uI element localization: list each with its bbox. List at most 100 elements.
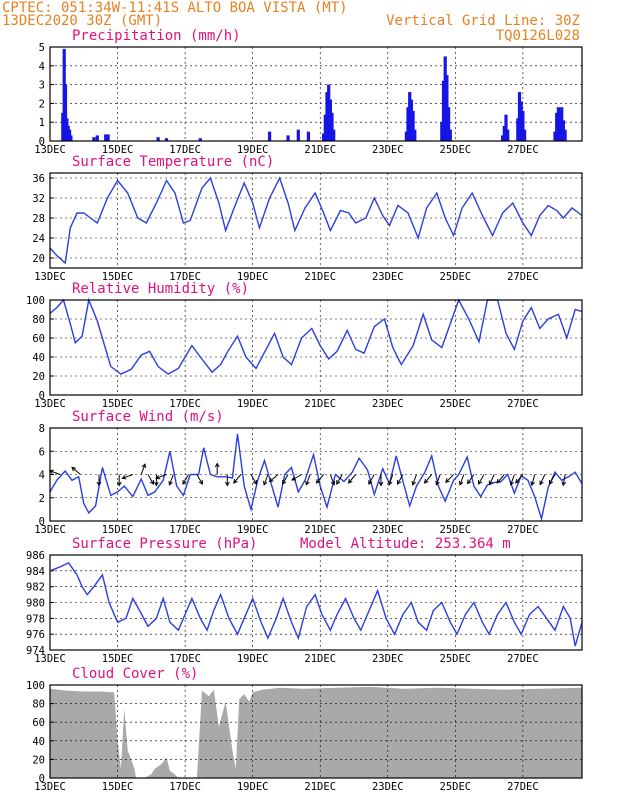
- precip-bar: [322, 133, 326, 141]
- wind-arrow: [48, 469, 61, 475]
- wind-arrow: [368, 474, 375, 485]
- x-tick-label: 21DEC: [304, 524, 336, 536]
- x-tick-label: 17DEC: [169, 524, 201, 536]
- wind-arrow: [155, 474, 167, 480]
- precip-bar: [517, 92, 522, 141]
- x-tick-label: 21DEC: [304, 781, 336, 793]
- x-tick-label: 15DEC: [102, 524, 134, 536]
- y-tick-label: 984: [26, 566, 45, 578]
- wind-arrow: [458, 474, 465, 486]
- wind-arrow: [96, 474, 102, 487]
- precip-bar: [411, 110, 415, 141]
- y-tick-label: 0: [39, 390, 45, 402]
- precip-bar: [268, 131, 272, 141]
- precip-bar: [501, 135, 505, 141]
- x-tick-label: 23DEC: [372, 524, 404, 536]
- rh-frame: [49, 299, 583, 396]
- wind-arrow: [388, 474, 394, 486]
- precip-bar: [519, 101, 523, 141]
- y-tick-label: 40: [32, 736, 45, 748]
- wind-arrow: [509, 474, 515, 486]
- x-tick-label: 15DEC: [102, 144, 134, 156]
- cloud-panel: Cloud Cover (%) 13DEC 15DEC 17DEC 19DEC 21DEC…: [26, 666, 583, 793]
- y-tick-label: 978: [26, 613, 45, 625]
- x-tick-label: 27DEC: [507, 653, 539, 665]
- y-tick-label: 3: [39, 80, 45, 92]
- y-tick-label: 980: [26, 598, 45, 610]
- wind-arrow: [315, 474, 324, 484]
- precip-bar: [325, 92, 329, 141]
- wind-arrow: [147, 474, 155, 485]
- wind-arrow: [168, 474, 174, 486]
- y-tick-label: 6: [39, 446, 45, 458]
- wind-arrow: [182, 474, 189, 485]
- precip-bar: [558, 110, 562, 141]
- y-tick-label: 28: [32, 213, 45, 225]
- y-tick-label: 32: [32, 193, 45, 205]
- wind-arrow: [282, 474, 289, 485]
- wind-arrow: [496, 474, 505, 484]
- run-date: 13DEC2020 30Z (GMT): [2, 13, 162, 29]
- wind-arrow: [548, 474, 556, 485]
- precip-bar: [406, 107, 410, 141]
- wind-panel: Surface Wind (m/s) 13DEC 15DEC 17DEC 19DEC 21…: [34, 409, 583, 536]
- wind-arrow: [291, 474, 302, 481]
- x-tick-label: 19DEC: [237, 144, 269, 156]
- precip-bar: [516, 118, 520, 141]
- precip-bar: [413, 129, 417, 141]
- y-tick-label: 24: [32, 233, 45, 245]
- precip-bar: [408, 92, 412, 141]
- wind-arrow: [488, 474, 495, 486]
- x-tick-label: 15DEC: [102, 653, 134, 665]
- y-tick-label: 80: [32, 314, 45, 326]
- y-tick-label: 60: [32, 333, 45, 345]
- precip-bar: [296, 129, 300, 141]
- y-tick-label: 0: [39, 773, 45, 785]
- y-tick-label: 20: [32, 371, 45, 383]
- precip-bar: [523, 129, 527, 141]
- x-tick-label: 19DEC: [237, 781, 269, 793]
- temp-panel: Surface Temperature (nC) 13DEC 15DEC 17DEC 1…: [32, 154, 583, 283]
- x-tick-label: 15DEC: [102, 781, 134, 793]
- wind-arrow: [268, 474, 279, 483]
- y-tick-label: 100: [26, 295, 45, 307]
- precip-bar: [63, 84, 68, 141]
- y-tick-label: 976: [26, 629, 45, 641]
- x-tick-label: 13DEC: [34, 398, 66, 410]
- precip-bar: [327, 84, 331, 141]
- rh-panel: Relative Humidity (%) 13DEC 15DEC 17DEC 19DE…: [26, 281, 583, 410]
- precip-panel: Precipitation (mm/h) 13DEC 15DEC 17DEC 19DEC…: [34, 28, 583, 156]
- x-tick-label: 25DEC: [440, 398, 472, 410]
- wind-arrow: [329, 474, 336, 486]
- precip-bar: [286, 135, 290, 141]
- precip-bar: [443, 56, 447, 141]
- precip-bar: [106, 134, 110, 141]
- wind-arrow: [196, 474, 203, 485]
- x-tick-label: 13DEC: [34, 781, 66, 793]
- cloud-frame: [49, 684, 583, 779]
- wind-arrow: [411, 474, 417, 486]
- y-tick-label: 982: [26, 582, 45, 594]
- precip-bar: [504, 114, 508, 141]
- precip-bar: [506, 129, 510, 141]
- y-tick-label: 8: [39, 423, 45, 435]
- wind-arrow: [154, 474, 159, 487]
- x-tick-label: 25DEC: [440, 144, 472, 156]
- precip-bar: [92, 137, 96, 141]
- x-tick-label: 27DEC: [507, 398, 539, 410]
- x-tick-label: 13DEC: [34, 271, 66, 283]
- y-tick-label: 4: [39, 61, 45, 73]
- precip-frame: [49, 46, 583, 142]
- x-tick-label: 19DEC: [237, 398, 269, 410]
- precip-bar: [441, 80, 446, 141]
- wind-arrow: [263, 474, 269, 486]
- y-tick-label: 4: [39, 470, 45, 482]
- y-tick-label: 20: [32, 754, 45, 766]
- pres-frame: [49, 554, 583, 651]
- temp-title: Surface Temperature (nC): [72, 154, 274, 170]
- temp-series-line: [49, 176, 583, 265]
- grid-line-note: Vertical Grid Line: 30Z: [386, 13, 580, 29]
- x-tick-label: 21DEC: [304, 144, 336, 156]
- wind-arrow: [71, 466, 81, 475]
